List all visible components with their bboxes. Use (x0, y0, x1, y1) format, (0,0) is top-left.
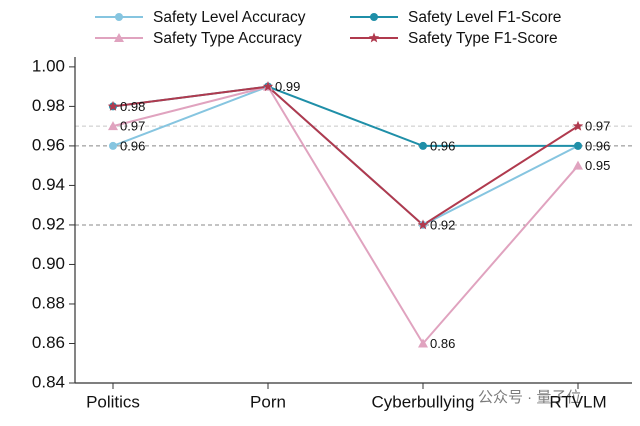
legend-label: Safety Level Accuracy (153, 9, 306, 26)
data-label: 0.96 (585, 138, 610, 153)
point (370, 13, 378, 21)
data-label: 0.86 (430, 336, 455, 351)
point (107, 100, 119, 111)
point (574, 141, 582, 150)
data-label: 0.97 (585, 119, 610, 134)
y-tick-label: 0.98 (32, 96, 65, 115)
point (572, 120, 584, 131)
data-label: 0.92 (430, 217, 455, 232)
point (262, 81, 274, 92)
point (418, 338, 428, 348)
y-tick-label: 1.00 (32, 56, 65, 75)
point (573, 160, 583, 170)
legend-label: Safety Type F1-Score (408, 30, 558, 47)
data-label: 0.96 (430, 138, 455, 153)
series-line (112, 85, 579, 227)
y-tick-label: 0.94 (32, 175, 65, 194)
y-tick-label: 0.88 (32, 293, 65, 312)
x-tick-label: Politics (86, 392, 140, 411)
point (109, 141, 117, 150)
watermark: 公众号 · 量子位 (478, 389, 581, 406)
point (417, 219, 429, 230)
y-tick-label: 0.96 (32, 135, 65, 154)
y-tick-label: 0.92 (32, 214, 65, 233)
data-label: 0.96 (120, 138, 145, 153)
legend-label: Safety Type Accuracy (153, 30, 302, 47)
legend-label: Safety Level F1-Score (408, 9, 561, 26)
point (115, 13, 123, 21)
point (419, 141, 427, 150)
y-tick-label: 0.84 (32, 372, 65, 391)
x-tick-label: RTVLM (549, 392, 606, 411)
data-label: 0.99 (275, 79, 300, 94)
x-tick-label: Cyberbullying (372, 392, 475, 411)
point (108, 121, 118, 131)
x-tick-label: Porn (250, 392, 286, 411)
data-label: 0.98 (120, 99, 145, 114)
y-tick-label: 0.90 (32, 254, 65, 273)
data-label: 0.97 (120, 119, 145, 134)
data-label: 0.95 (585, 158, 610, 173)
point (114, 33, 124, 42)
point (368, 32, 380, 43)
series-line (112, 85, 579, 346)
y-tick-label: 0.86 (32, 333, 65, 352)
series-line (112, 85, 578, 147)
